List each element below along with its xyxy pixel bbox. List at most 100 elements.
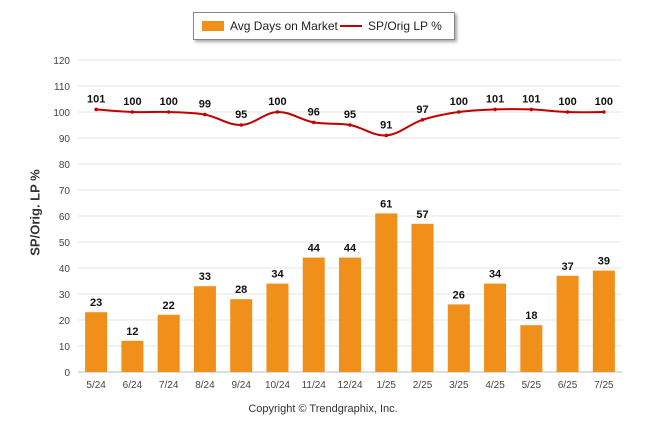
y-tick-label: 80	[59, 160, 71, 171]
line-point	[94, 107, 98, 112]
line-point	[130, 110, 135, 114]
bar	[375, 213, 398, 372]
x-tick-label: 3/25	[449, 380, 469, 391]
bar-value-label: 39	[598, 256, 610, 268]
line-value-label: 101	[522, 93, 540, 105]
legend-item-line[interactable]: SP/Orig LP %	[340, 19, 442, 33]
line-point	[420, 118, 425, 122]
y-tick-label: 110	[54, 82, 70, 93]
y-tick-label: 60	[59, 212, 71, 223]
line-point	[239, 123, 243, 127]
line-point	[275, 110, 280, 114]
legend-label-line: SP/Orig LP %	[368, 19, 442, 33]
x-tick-label: 8/24	[195, 380, 215, 391]
bar-value-label: 37	[561, 261, 573, 273]
line-value-label: 101	[486, 93, 504, 105]
line-value-label: 95	[344, 109, 356, 121]
line-point	[493, 107, 497, 112]
legend-item-bar[interactable]: Avg Days on Market	[202, 19, 338, 33]
bar-value-label: 34	[271, 269, 284, 281]
y-tick-label: 20	[59, 316, 71, 327]
bar-value-label: 22	[163, 300, 175, 312]
bar-value-label: 23	[90, 297, 102, 309]
bar-value-label: 34	[489, 269, 502, 281]
line-value-label: 96	[308, 106, 320, 118]
bar-value-label: 12	[126, 326, 138, 338]
line-point	[311, 120, 316, 125]
x-tick-label: 4/25	[485, 380, 505, 391]
bar	[121, 340, 144, 372]
line-point	[565, 110, 570, 114]
line-value-label: 100	[268, 96, 286, 108]
bar-value-label: 26	[453, 289, 465, 301]
legend-label-bar: Avg Days on Market	[230, 19, 338, 33]
line-data-labels: 101 100 100 99 95 100 96 95 91 97 100 101 101 100 100	[87, 93, 613, 131]
bar-data-labels: 23 12 22 33 28 34 44 44 61 57 26 34 18 37 39	[90, 198, 610, 337]
bar-value-label: 44	[308, 243, 321, 255]
x-tick-label: 7/24	[159, 380, 179, 391]
bar	[157, 314, 180, 372]
y-tick-label: 90	[59, 134, 71, 145]
copyright-text: Copyright © Trendgraphix, Inc.	[248, 403, 398, 415]
line-value-label: 100	[450, 96, 468, 108]
line-value-label: 97	[416, 104, 428, 116]
x-tick-label: 9/24	[231, 380, 251, 391]
line-point	[602, 110, 606, 114]
y-tick-label: 0	[64, 368, 70, 379]
bar	[193, 286, 216, 372]
x-tick-label: 1/25	[377, 380, 397, 391]
x-tick-label: 6/25	[558, 380, 578, 391]
bar	[556, 275, 579, 372]
bar-value-label: 18	[525, 310, 537, 322]
line-value-label: 91	[380, 119, 392, 131]
bar	[266, 283, 289, 372]
line-point	[529, 107, 534, 112]
bar	[484, 283, 507, 372]
x-tick-label: 6/24	[123, 380, 143, 391]
x-tick-label: 10/24	[265, 380, 290, 391]
line-value-label: 100	[123, 96, 141, 108]
y-tick-label: 70	[59, 186, 71, 197]
bar-series	[85, 213, 615, 372]
x-tick-label: 2/25	[413, 380, 433, 391]
x-tick-label: 12/24	[337, 380, 362, 391]
y-tick-label: 120	[53, 56, 70, 67]
y-tick-label: 30	[59, 290, 71, 301]
bar	[520, 325, 543, 372]
bar	[447, 304, 470, 372]
line-value-label: 100	[558, 96, 576, 108]
bar	[592, 270, 615, 372]
legend: Avg Days on Market SP/Orig LP %	[193, 12, 455, 40]
x-tick-label: 11/24	[302, 380, 327, 391]
bar-value-label: 57	[416, 209, 428, 221]
line-point	[166, 110, 171, 114]
line-value-label: 101	[87, 93, 105, 105]
bar	[339, 257, 361, 372]
line-value-label: 100	[159, 96, 177, 108]
line-value-label: 95	[235, 109, 247, 121]
bar	[411, 223, 434, 372]
legend-swatch-bar	[202, 21, 224, 31]
bar-value-label: 61	[380, 198, 392, 210]
line-point	[203, 112, 207, 117]
line-series	[94, 107, 606, 138]
y-tick-label: 100	[53, 108, 70, 119]
bar	[85, 312, 108, 372]
bar-value-label: 33	[199, 271, 211, 283]
line-point	[457, 110, 461, 114]
x-axis-ticks: 5/24 6/24 7/24 8/24 9/24 10/24 11/24 12/24 1/25 2…	[86, 380, 614, 391]
line-value-label: 100	[595, 96, 613, 108]
bar-value-label: 44	[344, 243, 357, 255]
bar	[230, 299, 253, 372]
line-point	[348, 123, 352, 127]
x-tick-label: 5/25	[522, 380, 542, 391]
y-axis-ticks: 0 10 20 30 40 50 60 70 80 90 100 110 120	[53, 56, 70, 379]
y-tick-label: 40	[59, 264, 71, 275]
x-tick-label: 5/24	[86, 380, 106, 391]
bar	[302, 257, 325, 372]
bar-value-label: 28	[235, 284, 247, 296]
line-point	[384, 133, 389, 138]
x-tick-label: 7/25	[594, 380, 614, 391]
legend-swatch-line	[340, 25, 362, 27]
